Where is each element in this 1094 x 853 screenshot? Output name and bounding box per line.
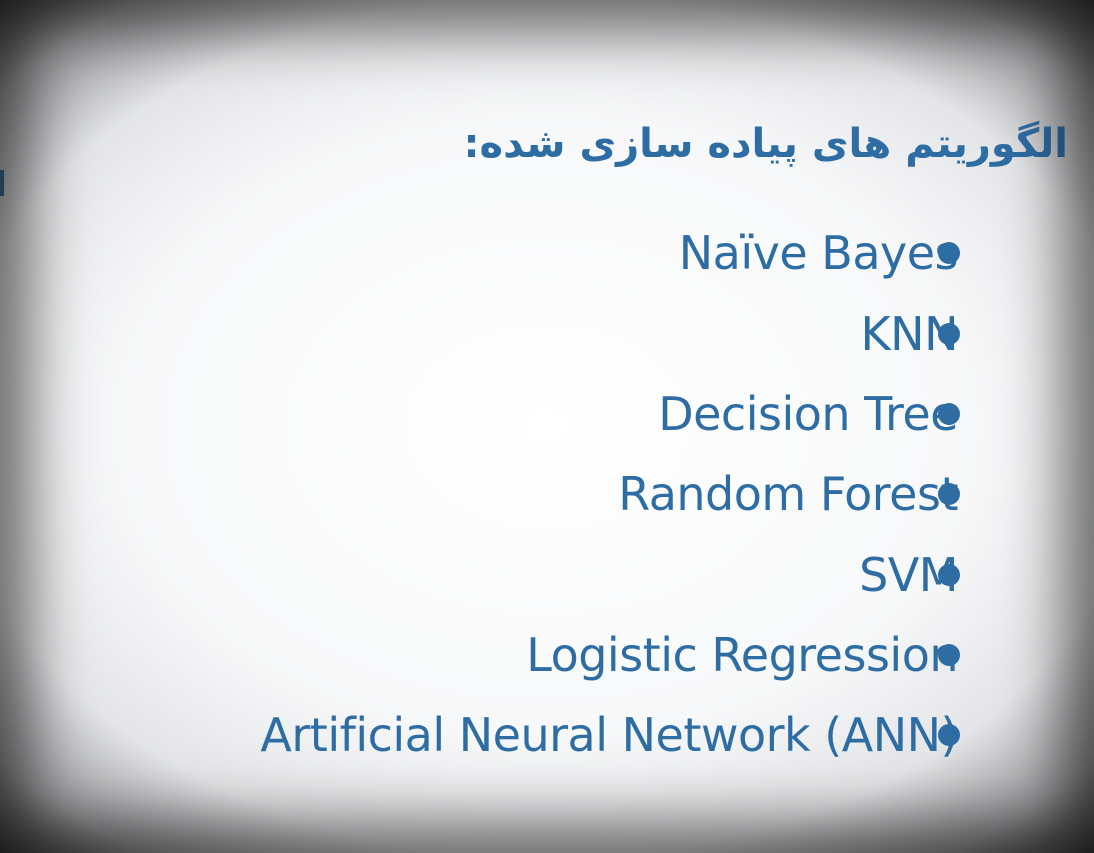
bullet-dot — [938, 242, 960, 264]
bullet-dot — [938, 724, 960, 746]
item-text: Logistic Regression — [526, 628, 958, 682]
list-item: Artificial Neural Network (ANN) — [260, 705, 958, 765]
list-item: Random Forest — [618, 464, 958, 524]
item-text: Naïve Bayes — [678, 226, 959, 280]
bullet-dot — [938, 644, 960, 666]
list-item: Decision Tree — [658, 384, 958, 444]
list-item: Naïve Bayes — [678, 223, 959, 283]
bullet-dot — [938, 403, 960, 425]
bullet-dot — [938, 564, 960, 586]
item-text: Random Forest — [618, 467, 958, 521]
slide-title: الگوریتم های پیاده سازی شده: — [463, 121, 1068, 167]
item-text: Decision Tree — [658, 387, 958, 441]
list-item: Logistic Regression — [526, 625, 958, 685]
bullet-dot — [938, 483, 960, 505]
item-text: Artificial Neural Network (ANN) — [260, 708, 958, 762]
left-edge-mark — [0, 170, 4, 196]
bullet-dot — [938, 323, 960, 345]
